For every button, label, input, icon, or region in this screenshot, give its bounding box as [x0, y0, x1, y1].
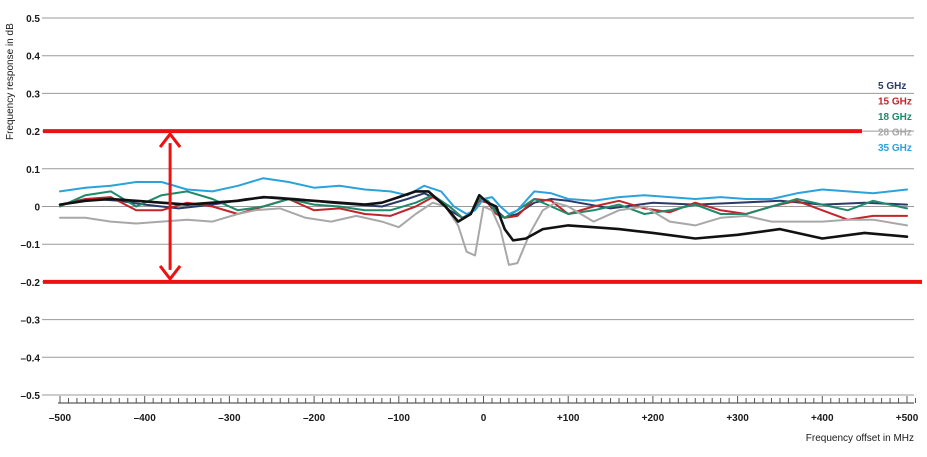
- range-arrow-head-up: [158, 131, 182, 149]
- series-line-28-ghz: [59, 201, 908, 266]
- y-tick-label: 0.4: [26, 52, 40, 63]
- x-tick-label: –100: [388, 413, 411, 424]
- x-tick-label: +500: [896, 413, 919, 424]
- y-tick-label: –0.1: [21, 240, 41, 251]
- legend-entry: 5 GHz: [878, 81, 906, 92]
- series-lines: [58, 177, 909, 266]
- y-tick-label: –0.3: [21, 316, 41, 327]
- limit-annotations: [43, 129, 922, 284]
- legend-entry: 15 GHz: [878, 97, 912, 108]
- legend: 5 GHz 15 GHz 18 GHz 28 GHz 35 GHz: [878, 81, 912, 154]
- x-tick-label: –300: [218, 413, 241, 424]
- y-tick-label: 0: [34, 203, 40, 214]
- range-arrow-head-down: [158, 264, 182, 282]
- series-line-15-ghz: [59, 196, 908, 221]
- legend-entry: 35 GHz: [878, 143, 912, 154]
- y-tick-label: –0.5: [21, 391, 41, 402]
- x-tick-label: 0: [481, 413, 487, 424]
- x-axis-title: Frequency offset in MHz: [806, 433, 914, 444]
- x-tick-label: +200: [642, 413, 665, 424]
- series-line-unlabeled: [58, 190, 909, 242]
- legend-entry: 28 GHz: [878, 128, 912, 139]
- y-tick-label: –0.4: [21, 353, 41, 364]
- x-tick-label: –400: [134, 413, 157, 424]
- x-tick-label: –200: [303, 413, 326, 424]
- y-tick-label: –0.2: [21, 278, 41, 289]
- x-axis: –500 –400 –300 –200 –100 0 +100 +200 +300 +400 +50…: [49, 396, 919, 424]
- x-tick-label: –500: [49, 413, 72, 424]
- y-axis-title: Frequency response in dB: [5, 23, 16, 140]
- x-tick-label: +400: [811, 413, 834, 424]
- y-tick-label: 0.2: [26, 127, 40, 138]
- x-tick-label: +100: [557, 413, 580, 424]
- legend-entry: 18 GHz: [878, 112, 912, 123]
- y-tick-label: 0.3: [26, 89, 40, 100]
- x-tick-label: +300: [726, 413, 749, 424]
- y-tick-label: 0.5: [26, 14, 40, 25]
- y-tick-label: 0.1: [26, 165, 40, 176]
- y-axis-ticks: 0.5 0.4 0.3 0.2 0.1 0 –0.1 –0.2 –0.3 –0.4 –0.5: [21, 14, 41, 402]
